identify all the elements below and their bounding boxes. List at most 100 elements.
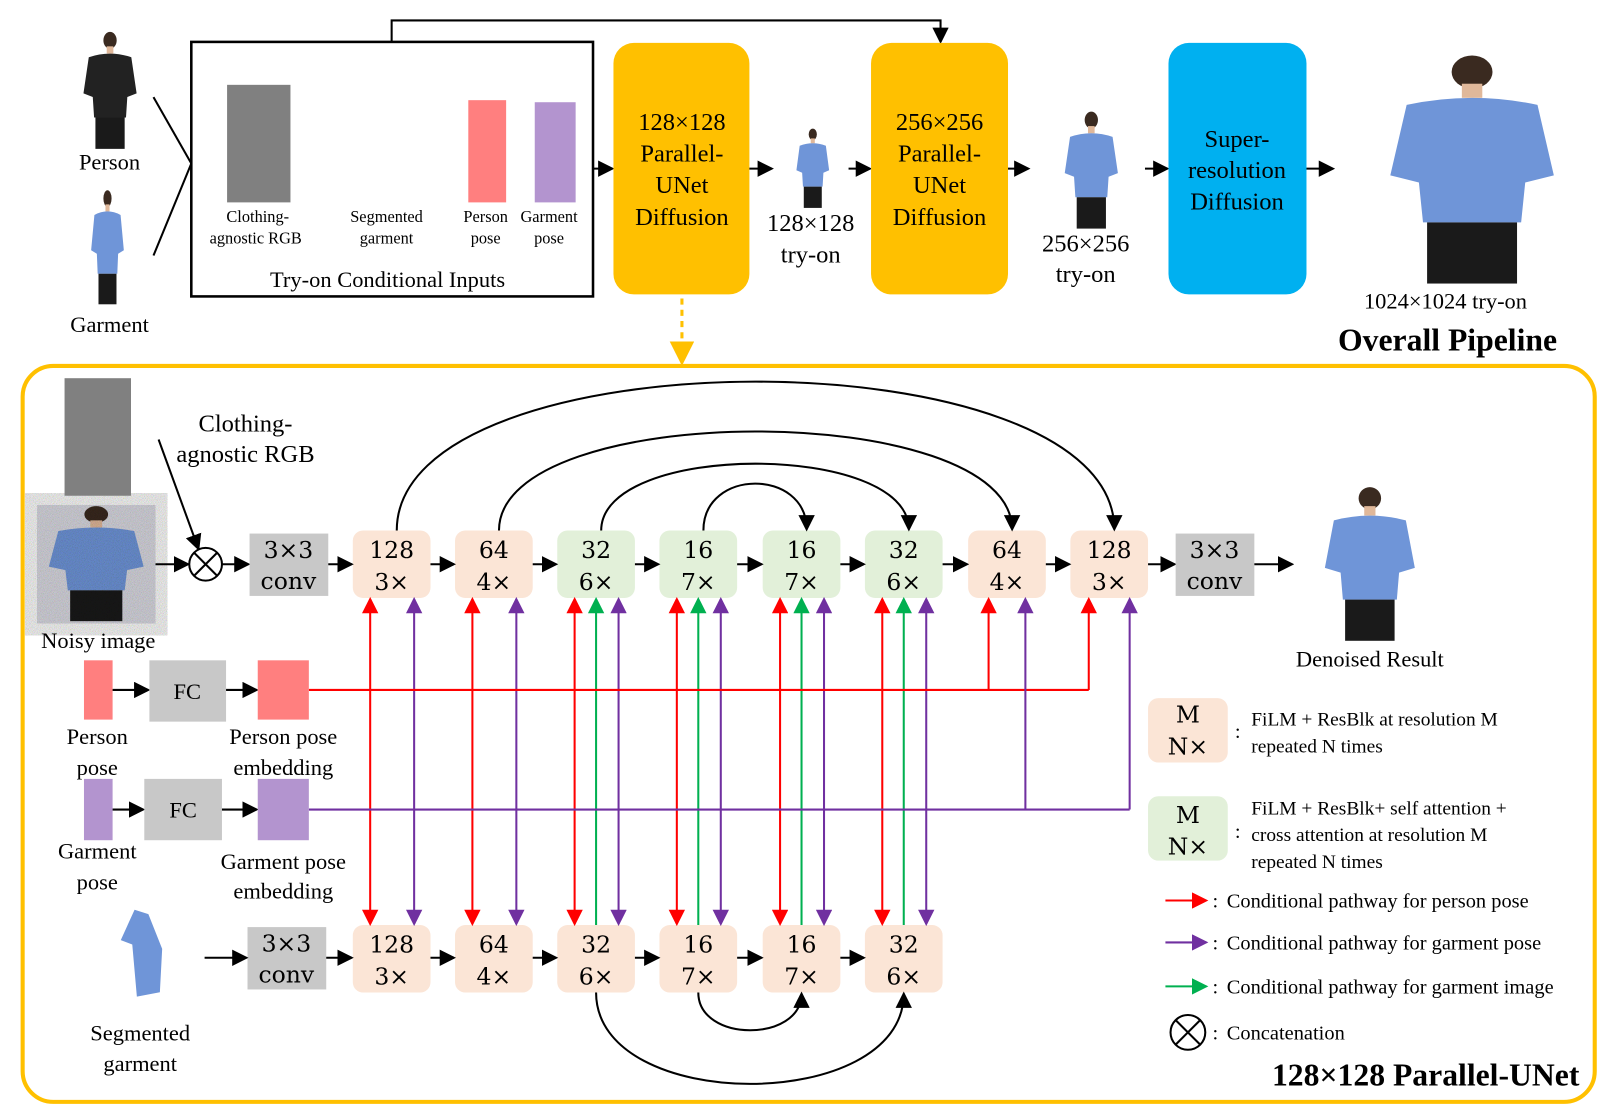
ci-label: Segmented [350, 207, 423, 226]
person-pose-fc-layer [149, 660, 227, 722]
conditional-inputs-title: Try-on Conditional Inputs [270, 267, 505, 292]
superres-diffusion-box [1168, 42, 1307, 295]
garment-unet-block [352, 925, 431, 993]
stage2-label: Diffusion [893, 204, 987, 231]
legend-sep: : [1212, 1023, 1218, 1045]
garment-pose-swatch [83, 778, 113, 841]
garment-unet-block [864, 925, 943, 993]
garment-pose-embedding-label: Garment pose [221, 849, 346, 874]
clothing-agnostic-label: agnostic RGB [176, 441, 314, 468]
stage2-output-label: try-on [1056, 261, 1116, 288]
block-repeat: 6× [579, 962, 614, 990]
try-on-256-image [1064, 111, 1118, 229]
head [84, 506, 109, 523]
skip-connection-arc [497, 430, 1021, 532]
legend-n: N× [1168, 833, 1208, 861]
try-on-128-image [796, 128, 830, 208]
person-pose-swatch [468, 100, 507, 203]
block-resolution: 32 [889, 931, 919, 959]
legend-m: M [1176, 801, 1200, 829]
block-resolution: 64 [479, 536, 509, 564]
stage3-label: Super- [1205, 126, 1270, 153]
main-unet-block [352, 530, 431, 598]
garment-unet-block [762, 925, 841, 993]
person-photo [83, 31, 137, 149]
try-on-1024-image [1390, 55, 1554, 284]
legend-resblock-text: repeated N times [1251, 736, 1382, 757]
shirt [48, 527, 144, 591]
block-resolution: 32 [581, 931, 611, 959]
stage2-label: 256×256 [896, 109, 983, 136]
ci-label: pose [471, 228, 501, 247]
parallel-unet-title: 128×128 Parallel-UNet [1272, 1058, 1580, 1093]
pants [98, 273, 117, 305]
head [1084, 111, 1098, 129]
head [1358, 487, 1382, 510]
conv-label: 3×3 [262, 930, 312, 958]
ci-label: garment [360, 228, 414, 247]
stage1-diffusion-box [613, 42, 750, 295]
final-output-label: 1024×1024 try-on [1364, 289, 1527, 314]
legend-sep: : [1235, 821, 1241, 843]
block-resolution: 16 [787, 931, 817, 959]
person-pose-label: pose [77, 755, 118, 780]
garment-skip-arc [595, 991, 912, 1085]
garment-pose-swatch [534, 102, 576, 203]
conv-label: conv [258, 960, 314, 988]
block-resolution: 16 [787, 536, 817, 564]
legend: M N× : FiLM + ResBlk at resolution M rep… [1148, 698, 1554, 1051]
conv-label: conv [1187, 567, 1243, 595]
legend-resblock-swatch [1148, 698, 1228, 763]
garment-unet-block [659, 925, 738, 993]
shirt [796, 143, 830, 187]
pants [70, 590, 123, 622]
person-pose-label: Person [67, 724, 128, 749]
person-pose-embedding-label: Person pose [229, 724, 337, 749]
parallel-unet-panel [20, 363, 1597, 1104]
block-repeat: 3× [374, 962, 409, 990]
stage1-label: Diffusion [635, 204, 729, 231]
legend-sep: : [1235, 721, 1241, 743]
block-resolution: 64 [479, 931, 509, 959]
pants [803, 186, 822, 208]
block-repeat: 3× [374, 568, 409, 596]
noisy-image-label: Noisy image [41, 628, 155, 653]
segmented-garment-image [120, 909, 163, 997]
conv-label: conv [261, 567, 317, 595]
ci-label: Garment [520, 207, 578, 226]
conditioning-skip-arrow [390, 19, 949, 44]
legend-concatenation: Concatenation [1227, 1023, 1345, 1045]
person-label: Person [79, 150, 140, 175]
main-unet-block [659, 530, 738, 598]
neck [1087, 126, 1095, 134]
stage3-label: resolution [1188, 157, 1286, 184]
block-repeat: 7× [784, 568, 819, 596]
pants [95, 117, 125, 149]
pants [1345, 599, 1395, 641]
legend-sep: : [1212, 977, 1218, 999]
overall-pipeline-title: Overall Pipeline [1338, 323, 1557, 358]
garment-input-line [152, 163, 193, 256]
block-repeat: 4× [477, 962, 512, 990]
head [103, 190, 112, 207]
legend-attention-text: cross attention at resolution M [1251, 825, 1487, 846]
head [1451, 55, 1493, 89]
pants [1076, 197, 1106, 229]
person-input-line [152, 96, 193, 165]
shirt [83, 53, 137, 118]
person-pose-swatch [83, 660, 113, 720]
block-repeat: 6× [886, 568, 921, 596]
fc-label: FC [173, 679, 200, 704]
block-repeat: 7× [681, 568, 716, 596]
ci-label: Clothing- [226, 207, 289, 226]
block-repeat: 6× [579, 568, 614, 596]
legend-attention-text: FiLM + ResBlk+ self attention + [1251, 799, 1506, 820]
stage1-label: UNet [655, 172, 708, 199]
skip-connection-arc [600, 462, 917, 532]
legend-m: M [1176, 701, 1200, 729]
garment-pose-embedding-label: embedding [233, 878, 333, 903]
garment-pose-embedding [257, 778, 309, 841]
conv-label: 3×3 [1190, 536, 1240, 564]
block-resolution: 64 [992, 536, 1022, 564]
